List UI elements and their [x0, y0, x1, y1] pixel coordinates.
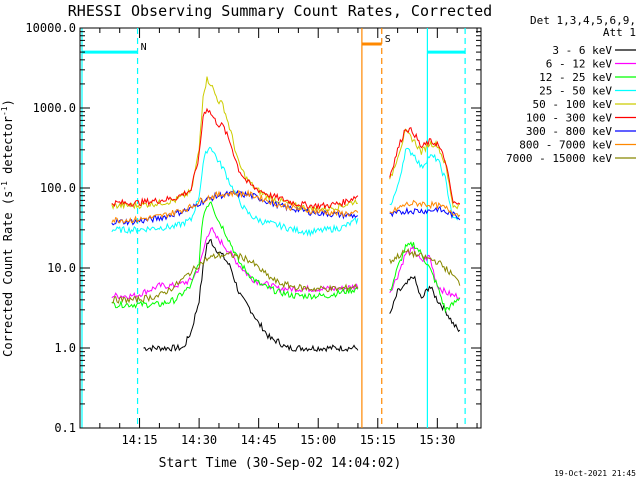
x-tick-label: 14:45 — [241, 433, 277, 447]
marker-label: N — [141, 42, 147, 53]
x-tick-label: 14:30 — [181, 433, 217, 447]
y-tick-label: 100.0 — [40, 181, 76, 195]
y-tick-label: 1000.0 — [33, 101, 76, 115]
y-tick-label: 1.0 — [54, 341, 76, 355]
series-line — [111, 146, 460, 237]
plot-frame — [79, 27, 482, 429]
legend-label: 25 - 50 keV — [539, 85, 612, 98]
x-tick-label: 14:15 — [121, 433, 157, 447]
y-tick-label: 10.0 — [47, 261, 76, 275]
legend-label: 800 - 7000 keV — [519, 139, 612, 152]
series-line — [111, 188, 461, 224]
legend-label: 50 - 100 keV — [533, 98, 613, 111]
legend-label: 3 - 6 keV — [552, 44, 612, 57]
y-label-part-3: ) — [1, 99, 15, 106]
legend-label: 6 - 12 keV — [546, 58, 613, 71]
y-axis-label: Corrected Count Rate (s-1 detector-1) — [0, 99, 15, 357]
y-label-sup-1: -1 — [0, 181, 9, 191]
y-axis: 0.1 1.0 10.0 100.0 1000.0 10000.0 — [25, 21, 481, 435]
y-label-part-2: detector — [1, 116, 15, 181]
marker-lines — [81, 28, 466, 428]
x-tick-label: 15:00 — [300, 433, 336, 447]
x-axis-label: Start Time (30-Sep-02 14:04:02) — [159, 456, 402, 471]
x-tick-label: 15:30 — [419, 433, 455, 447]
series-line — [111, 76, 460, 214]
series-line — [111, 247, 461, 305]
legend-header-1: Det 1,3,4,5,6,9, — [530, 14, 636, 27]
y-label-part-1: Corrected Count Rate (s — [1, 191, 15, 357]
legend-label: 100 - 300 keV — [526, 112, 612, 125]
attenuator-markers: NS — [81, 34, 466, 54]
series-line — [111, 226, 461, 300]
x-axis: 14:15 14:30 14:45 15:00 15:15 15:30 — [99, 28, 478, 447]
legend-label: 300 - 800 keV — [526, 125, 612, 138]
y-label-sup-2: -1 — [0, 106, 9, 116]
series-lines — [111, 76, 461, 353]
series-line — [111, 201, 461, 314]
series-line — [111, 107, 461, 211]
legend-header-2: Att 1 — [603, 26, 636, 39]
footer-timestamp: 19-Oct-2021 21:45 — [554, 469, 636, 478]
legend-label: 12 - 25 keV — [539, 71, 612, 84]
series-line — [143, 238, 461, 353]
y-tick-label: 0.1 — [54, 421, 76, 435]
chart-title: RHESSI Observing Summary Count Rates, Co… — [68, 2, 492, 20]
x-tick-label: 15:15 — [360, 433, 396, 447]
marker-label: S — [385, 34, 391, 45]
legend-label: 7000 - 15000 keV — [506, 152, 612, 165]
y-tick-label: 10000.0 — [25, 21, 76, 35]
